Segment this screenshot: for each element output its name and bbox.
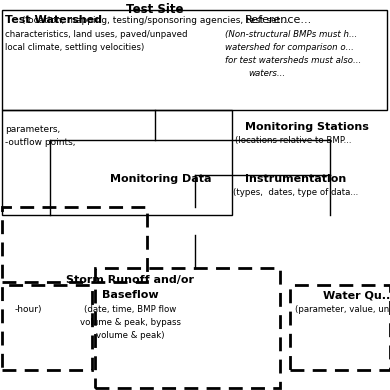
Text: (parameter, value, uni...: (parameter, value, uni... xyxy=(295,305,390,314)
Text: Monitoring Data: Monitoring Data xyxy=(110,174,211,184)
Bar xyxy=(2,207,147,282)
Text: (locations relative to BMP...: (locations relative to BMP... xyxy=(235,136,351,145)
Text: Storm Runoff and/or: Storm Runoff and/or xyxy=(66,275,194,285)
Text: Test Site: Test Site xyxy=(126,3,184,16)
Text: volume & peak): volume & peak) xyxy=(96,331,164,340)
Text: Instrumentation: Instrumentation xyxy=(245,174,346,184)
Text: -outflow points,: -outflow points, xyxy=(5,138,76,147)
Bar xyxy=(2,10,387,110)
Text: volume & peak, bypass: volume & peak, bypass xyxy=(80,318,181,327)
Text: watershed for comparison o...: watershed for comparison o... xyxy=(225,43,354,52)
Bar xyxy=(2,110,232,215)
Bar xyxy=(290,285,390,370)
Text: Baseflow: Baseflow xyxy=(102,290,158,300)
Text: parameters,: parameters, xyxy=(5,125,60,134)
Text: (date, time, BMP flow: (date, time, BMP flow xyxy=(84,305,176,314)
Text: Monitoring Stations: Monitoring Stations xyxy=(245,122,369,132)
Text: waters...: waters... xyxy=(248,69,285,78)
Text: Reference...: Reference... xyxy=(245,15,312,25)
Text: Water Qu...: Water Qu... xyxy=(323,290,390,300)
Text: -hour): -hour) xyxy=(15,305,43,314)
Text: for test watersheds must also...: for test watersheds must also... xyxy=(225,56,361,65)
Text: Test Watershed: Test Watershed xyxy=(5,15,102,25)
Text: (types,  dates, type of data...: (types, dates, type of data... xyxy=(233,188,358,197)
Text: (location, mapping, testing/sponsoring agencies, test set...: (location, mapping, testing/sponsoring a… xyxy=(21,16,289,25)
Bar xyxy=(95,268,280,388)
Bar xyxy=(2,285,92,370)
Text: local climate, settling velocities): local climate, settling velocities) xyxy=(5,43,144,52)
Text: characteristics, land uses, paved/unpaved: characteristics, land uses, paved/unpave… xyxy=(5,30,188,39)
Text: (Non-structural BMPs must h...: (Non-structural BMPs must h... xyxy=(225,30,357,39)
